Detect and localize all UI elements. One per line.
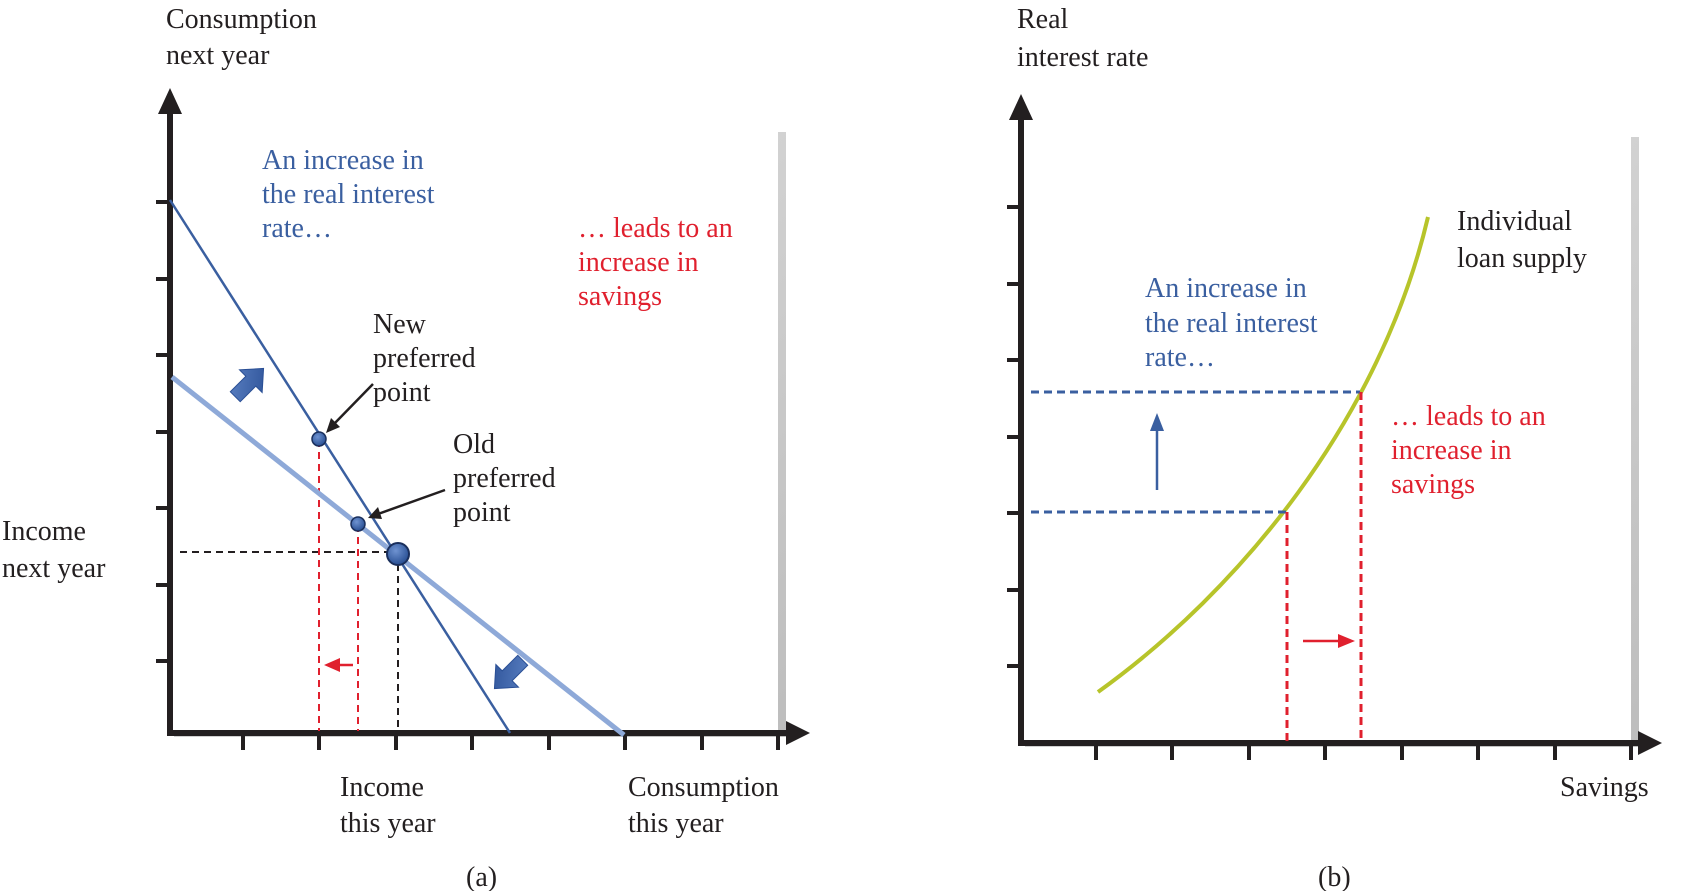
panel-b-red-annotation: … leads to an increase in savings	[1391, 401, 1553, 500]
old-preferred-point-label: Old preferred point	[453, 429, 563, 528]
panel-a-red-annotation: … leads to an increase in savings	[578, 213, 740, 312]
panel-a-y-ticks	[156, 200, 170, 663]
rotate-up-arrow-icon	[229, 367, 265, 403]
panel-a-x-ticks	[241, 733, 780, 750]
old-point-pointer	[377, 488, 446, 516]
panel-a-y-axis-label: Consumption next year	[166, 4, 324, 71]
panel-b-plot-area	[1021, 131, 1631, 741]
panel-b-blue-annotation: An increase in the real interest rate…	[1145, 273, 1325, 373]
panel-a-x-axis-label: Consumption this year	[628, 772, 786, 839]
rate-increase-arrow-head	[1150, 413, 1164, 431]
panel-b: Real interest rate Savings Individual lo…	[1007, 4, 1662, 891]
panel-a-plot-area	[170, 126, 778, 731]
savings-increase-arrow-head	[1338, 634, 1355, 648]
income-next-year-label: Income next year	[2, 516, 106, 584]
panel-b-y-axis-label: Real interest rate	[1017, 4, 1148, 73]
panel-b-x-axis-label: Savings	[1560, 772, 1649, 803]
income-this-year-label: Income this year	[340, 772, 436, 839]
panel-b-caption: (b)	[1318, 862, 1351, 891]
old-preferred-point	[350, 516, 366, 532]
loan-supply-curve	[1096, 216, 1430, 694]
loan-supply-label: Individual loan supply	[1457, 206, 1587, 274]
old-point-pointer-head	[368, 507, 382, 519]
panel-a-y-axis-arrowhead	[158, 88, 182, 114]
panel-a-x-axis-arrowhead	[786, 721, 810, 745]
new-preferred-point-label: New preferred point	[373, 309, 483, 408]
panel-b-y-ticks	[1007, 205, 1021, 668]
new-budget-line	[168, 199, 512, 734]
new-preferred-point	[311, 431, 327, 447]
savings-shift-arrow-a-head	[324, 658, 340, 672]
panel-a-caption: (a)	[466, 862, 497, 891]
panel-a: Consumption next year Income next year I…	[2, 4, 810, 891]
panel-b-x-ticks	[1094, 743, 1633, 760]
rotate-down-arrow-icon	[493, 654, 529, 690]
new-point-pointer	[332, 383, 374, 426]
panel-b-x-axis-arrowhead	[1638, 731, 1662, 755]
panel-a-blue-annotation: An increase in the real interest rate…	[262, 145, 442, 244]
panel-b-y-axis-arrowhead	[1009, 94, 1033, 120]
new-point-pointer-head	[326, 418, 340, 433]
endowment-point	[386, 542, 410, 566]
